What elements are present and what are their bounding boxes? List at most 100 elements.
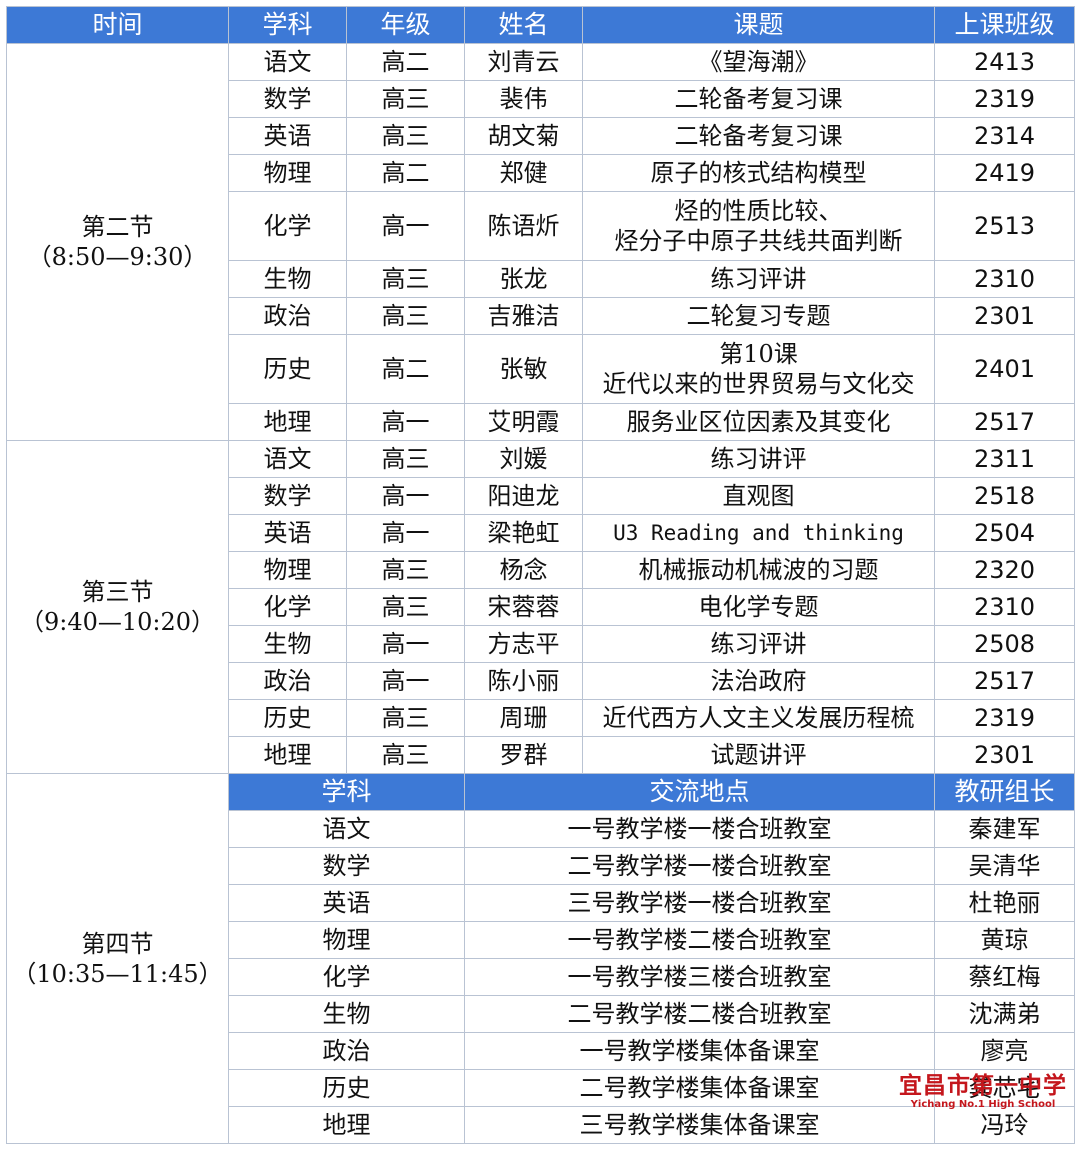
class-cell: 2504 [934,514,1075,552]
table-row: 化学 一号教学楼三楼合班教室 蔡红梅 [7,958,1075,996]
grade-cell: 高二 [346,43,465,81]
table-row: 英语 高三 胡文菊 二轮备考复习课 2314 [7,117,1075,155]
subject-cell: 历史 [228,699,347,737]
class-cell: 2513 [934,191,1075,261]
topic-line: 法治政府 [710,667,807,695]
topic-line: 第10课 [719,340,798,368]
subject-cell: 生物 [228,260,347,298]
subject-cell: 数学 [228,847,465,885]
grade-cell: 高三 [346,80,465,118]
teacher-cell: 陈语炘 [464,191,583,261]
class-cell: 2518 [934,477,1075,515]
teacher-cell: 郑健 [464,154,583,192]
teacher-cell: 胡文菊 [464,117,583,155]
subject-cell: 化学 [228,191,347,261]
table-row: 物理 一号教学楼二楼合班教室 黄琼 [7,921,1075,959]
location-cell: 二号教学楼二楼合班教室 [464,995,935,1033]
table-row: 物理 高三 杨念 机械振动机械波的习题 2320 [7,551,1075,589]
teacher-cell: 裴伟 [464,80,583,118]
period-time-cell: 第四节 （10:35—11:45） [6,773,229,1144]
location-cell: 三号教学楼集体备课室 [464,1106,935,1144]
topic-line: 试题讲评 [710,741,807,769]
period-name: 第四节 [81,929,154,958]
teacher-cell: 陈小丽 [464,662,583,700]
class-cell: 2320 [934,551,1075,589]
class-cell: 2301 [934,736,1075,774]
table-row: 英语 高一 梁艳虹 U3 Reading and thinking 2504 [7,514,1075,552]
leader-cell: 黄琼 [934,921,1075,959]
subject-cell: 英语 [228,117,347,155]
table-row: 地理 三号教学楼集体备课室 冯玲 [7,1106,1075,1144]
teacher-cell: 方志平 [464,625,583,663]
period-name: 第三节 [81,578,154,606]
class-cell: 2401 [934,334,1075,404]
subject-cell: 历史 [228,1069,465,1107]
table-row: 政治 高一 陈小丽 法治政府 2517 [7,662,1075,700]
topic-cell: 练习评讲 [582,625,935,663]
location-cell: 二号教学楼一楼合班教室 [464,847,935,885]
teacher-cell: 宋蓉蓉 [464,588,583,626]
grade-cell: 高二 [346,334,465,404]
period4-header-location: 交流地点 [464,773,935,811]
subject-cell: 数学 [228,80,347,118]
topic-cell: 服务业区位因素及其变化 [582,403,935,441]
subject-cell: 化学 [228,588,347,626]
leader-cell: 秦建军 [934,810,1075,848]
topic-line: 练习评讲 [710,630,807,658]
subject-cell: 地理 [228,736,347,774]
subject-cell: 地理 [228,403,347,441]
period4-header-leader: 教研组长 [934,773,1075,811]
class-cell: 2517 [934,403,1075,441]
topic-line: 练习评讲 [710,265,807,293]
grade-cell: 高一 [346,191,465,261]
teacher-cell: 罗群 [464,736,583,774]
grade-cell: 高三 [346,297,465,335]
topic-cell: 二轮备考复习课 [582,80,935,118]
grade-cell: 高三 [346,699,465,737]
table-row: 生物 高三 张龙 练习评讲 2310 [7,260,1075,298]
topic-cell: 试题讲评 [582,736,935,774]
period4-header-row: 第四节 （10:35—11:45） 学科 交流地点 教研组长 [6,773,1075,1144]
teacher-cell: 刘媛 [464,440,583,478]
table-row: 第三节 （9:40—10:20） 语文 高三 刘媛 练习讲评 2311 [6,440,1075,774]
subject-cell: 生物 [228,995,465,1033]
header-class: 上课班级 [934,6,1075,44]
topic-line: 二轮备考复习课 [674,85,843,113]
header-teacher: 姓名 [464,6,583,44]
topic-line: 烃的性质比较、 [674,197,843,225]
period-time-cell: 第三节 （9:40—10:20） [6,440,229,774]
topic-cell: 机械振动机械波的习题 [582,551,935,589]
grade-cell: 高三 [346,260,465,298]
table-row: 英语 三号教学楼一楼合班教室 杜艳丽 [7,884,1075,922]
table-row: 地理 高三 罗群 试题讲评 2301 [7,736,1075,774]
grade-cell: 高一 [346,662,465,700]
leader-cell: 沈满弟 [934,995,1075,1033]
location-cell: 一号教学楼三楼合班教室 [464,958,935,996]
subject-cell: 英语 [228,514,347,552]
topic-cell: 二轮备考复习课 [582,117,935,155]
class-cell: 2311 [934,440,1075,478]
class-cell: 2517 [934,662,1075,700]
teacher-cell: 阳迪龙 [464,477,583,515]
grade-cell: 高三 [346,736,465,774]
location-cell: 三号教学楼一楼合班教室 [464,884,935,922]
topic-line: 原子的核式结构模型 [650,159,867,187]
grade-cell: 高三 [346,440,465,478]
leader-cell: 吴清华 [934,847,1075,885]
topic-line: 烃分子中原子共线共面判断 [614,227,903,255]
class-cell: 2413 [934,43,1075,81]
grade-cell: 高二 [346,154,465,192]
teacher-cell: 梁艳虹 [464,514,583,552]
topic-cell: 电化学专题 [582,588,935,626]
location-cell: 一号教学楼二楼合班教室 [464,921,935,959]
subject-cell: 历史 [228,334,347,404]
teacher-cell: 艾明霞 [464,403,583,441]
period4-header-subject: 学科 [228,773,465,811]
topic-cell: 第10课 近代以来的世界贸易与文化交 [582,334,935,404]
subject-cell: 物理 [228,154,347,192]
period-time: （9:40—10:20） [19,608,216,636]
table-row: 化学 高一 陈语炘 烃的性质比较、 烃分子中原子共线共面判断 2513 [7,191,1075,261]
leader-cell: 冯玲 [934,1106,1075,1144]
location-cell: 一号教学楼一楼合班教室 [464,810,935,848]
header-grade: 年级 [346,6,465,44]
